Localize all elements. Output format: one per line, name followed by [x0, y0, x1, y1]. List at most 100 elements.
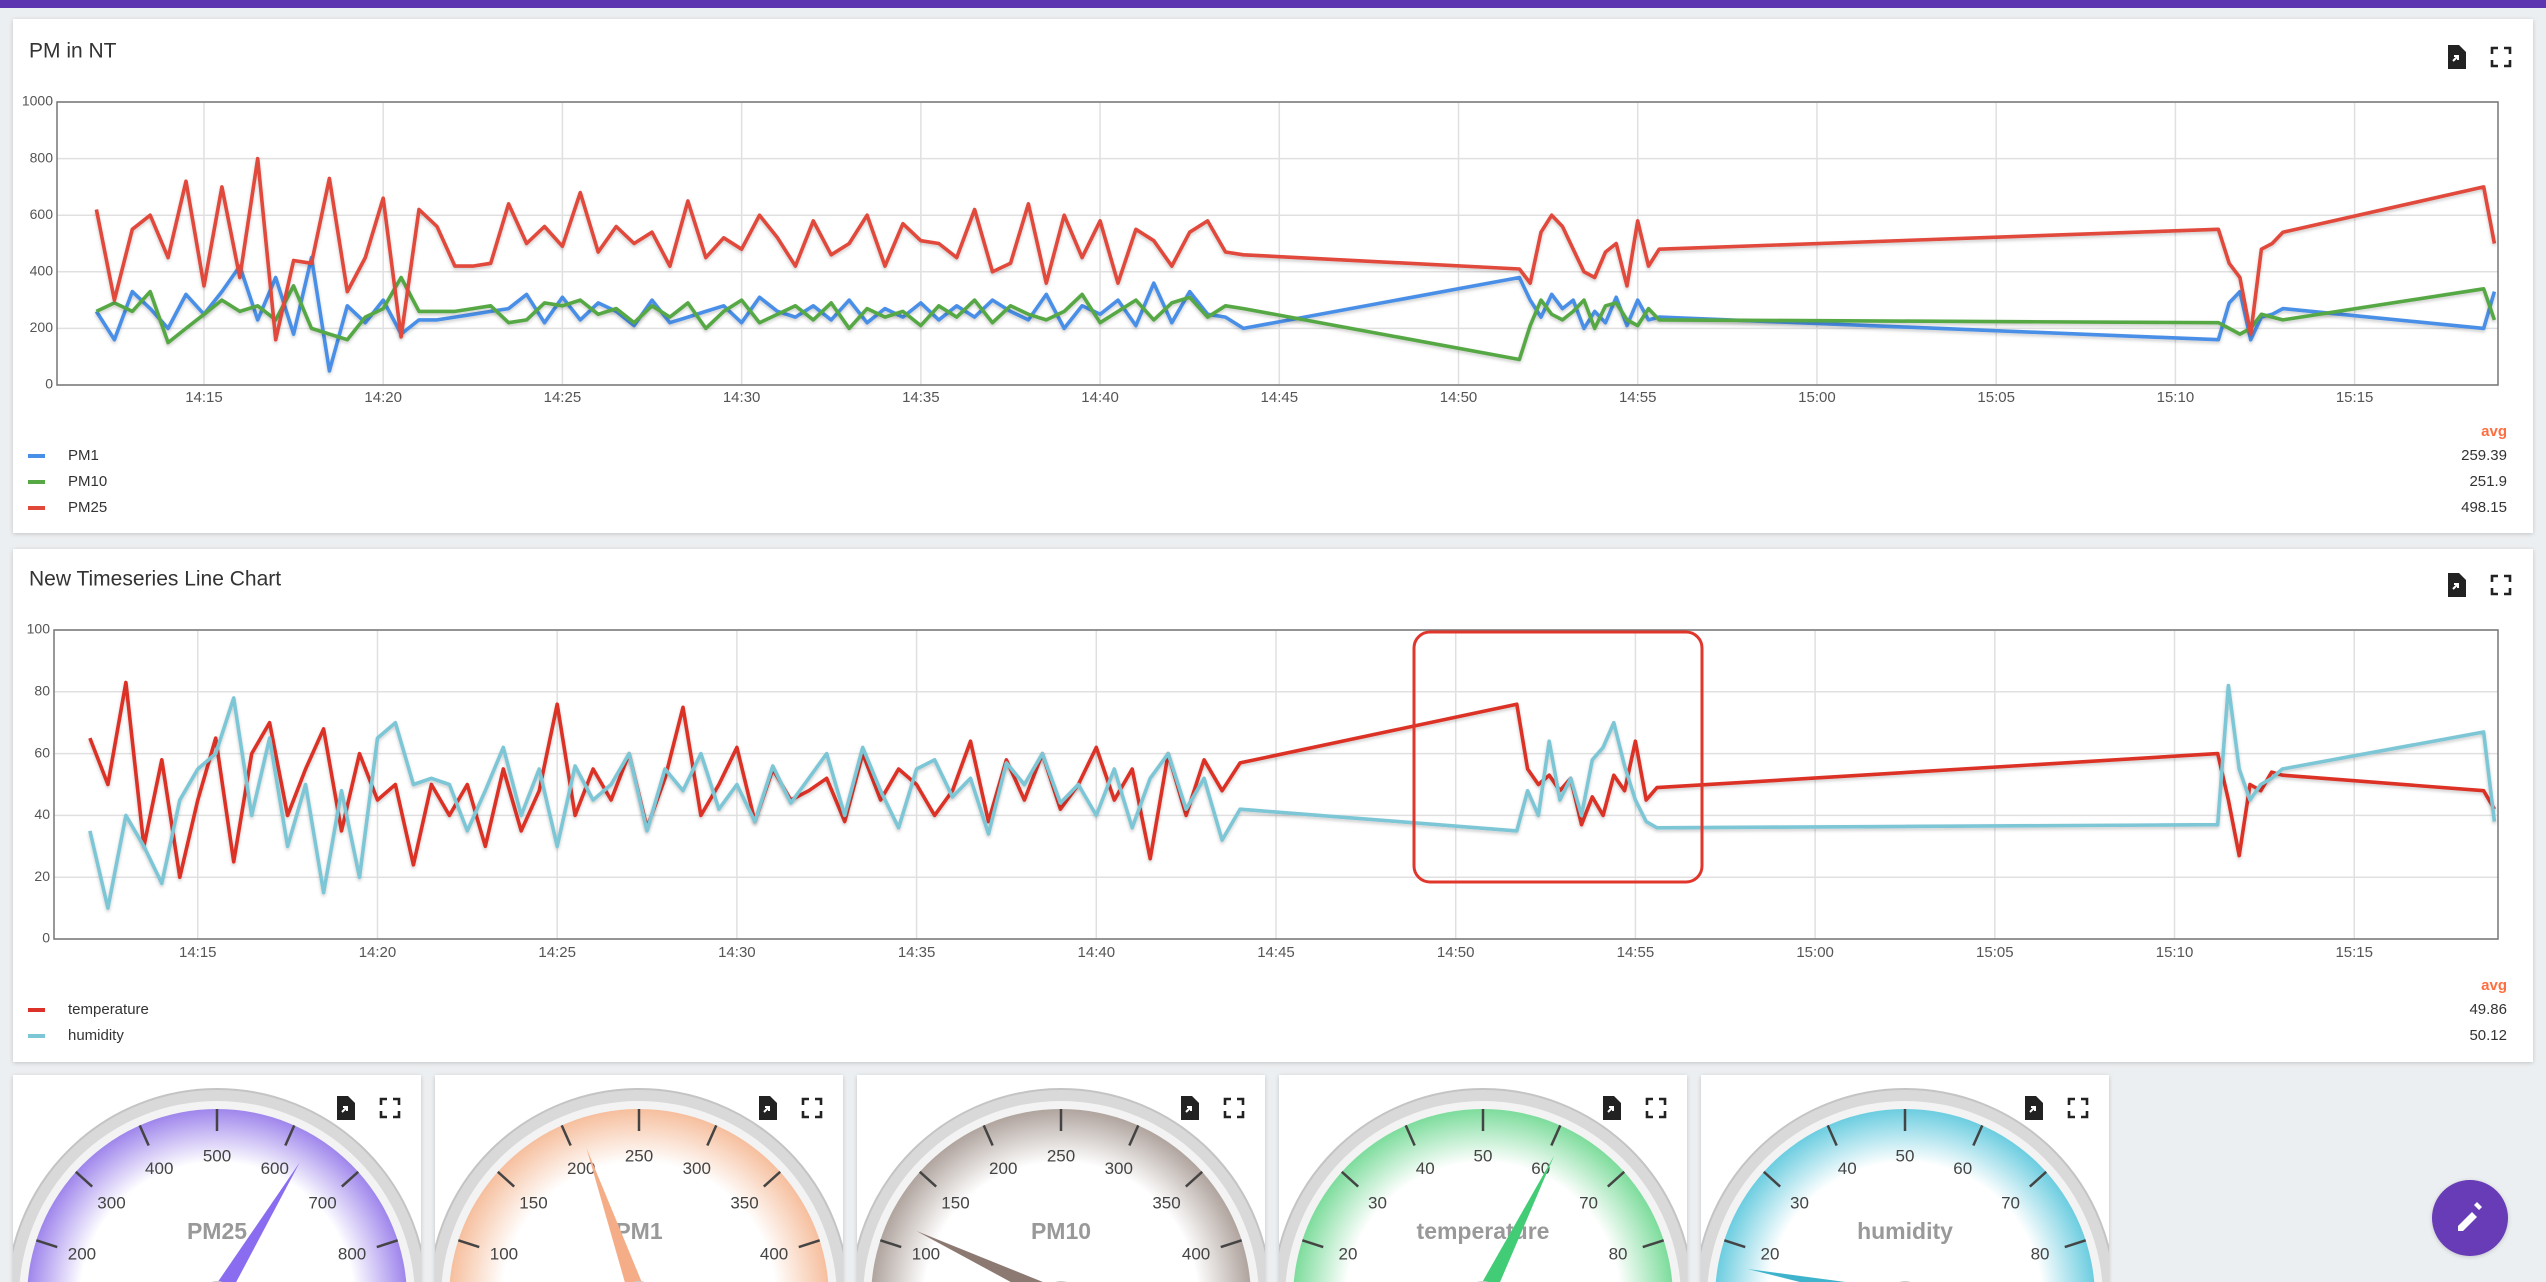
x-tick-label: 14:40: [1081, 389, 1119, 406]
y-tick-label: 200: [30, 319, 54, 335]
legend-label[interactable]: PM1: [68, 447, 99, 464]
gauge-tick-label: 350: [730, 1193, 758, 1212]
export-button[interactable]: [1181, 1096, 1199, 1120]
fullscreen-icon: [379, 1097, 401, 1119]
legend-label[interactable]: PM10: [68, 473, 107, 490]
gauge-tick-label: 80: [1609, 1245, 1628, 1264]
legend-label[interactable]: humidity: [68, 1027, 124, 1044]
y-tick-label: 0: [42, 930, 50, 946]
legend-avg: 50.12: [2469, 1027, 2507, 1044]
gauge-tick: [376, 1239, 399, 1249]
gauge-tick-label: 40: [1838, 1159, 1857, 1178]
gauge-tick: [1404, 1124, 1416, 1147]
export-button[interactable]: [2448, 45, 2466, 69]
legend-label[interactable]: PM25: [68, 499, 107, 516]
x-tick-label: 14:35: [898, 944, 936, 961]
edit-button[interactable]: [2432, 1180, 2508, 1256]
fullscreen-icon: [2490, 574, 2512, 596]
gauge-tick-label: 150: [519, 1193, 547, 1212]
gauge-tick-label: 300: [1105, 1159, 1133, 1178]
export-button[interactable]: [337, 1096, 355, 1120]
gauge-tick-label: 70: [2001, 1193, 2020, 1212]
gauge-tick-label: 400: [1182, 1245, 1210, 1264]
fullscreen-button[interactable]: [2067, 1097, 2089, 1119]
y-tick-label: 400: [30, 263, 54, 279]
gauge-tick: [1762, 1170, 1781, 1188]
gauge-tick: [74, 1170, 93, 1188]
fullscreen-button[interactable]: [1645, 1097, 1667, 1119]
gauge-tick-label: 60: [1953, 1159, 1972, 1178]
gauge-tick-label: 20: [1338, 1245, 1357, 1264]
fullscreen-button[interactable]: [801, 1097, 823, 1119]
legend-header: avg: [2481, 423, 2507, 440]
legend-header: avg: [2481, 977, 2507, 994]
x-tick-label: 14:55: [1619, 389, 1657, 406]
x-tick-label: 15:00: [1796, 944, 1834, 961]
widget-panel: [13, 19, 2533, 533]
y-tick-label: 60: [34, 744, 50, 760]
gauge-needle: [1482, 1155, 1555, 1282]
gauge-tick: [35, 1239, 58, 1249]
gauge-tick: [706, 1124, 718, 1147]
export-icon-arrow: [763, 1106, 770, 1113]
y-tick-label: 0: [45, 376, 53, 392]
gauge-tick: [2064, 1239, 2087, 1249]
top-bar: [0, 0, 2546, 8]
widget-panel: [13, 549, 2533, 1062]
series-line: [95, 275, 2497, 362]
x-tick-label: 14:30: [718, 944, 756, 961]
export-button[interactable]: [2025, 1096, 2043, 1120]
gauge-face: [449, 1109, 829, 1282]
gauge-tick: [1550, 1124, 1562, 1147]
export-button[interactable]: [759, 1096, 777, 1120]
legend-label[interactable]: temperature: [68, 1001, 149, 1018]
gauge-tick-label: 400: [145, 1159, 173, 1178]
y-tick-label: 80: [34, 683, 50, 699]
x-tick-label: 15:10: [2156, 944, 2194, 961]
fullscreen-icon: [2490, 46, 2512, 68]
gauge-tick-label: 80: [2031, 1245, 2050, 1264]
gauge-tick: [982, 1124, 994, 1147]
gauge-face: [27, 1109, 407, 1282]
gauge-tick: [918, 1170, 937, 1188]
export-button[interactable]: [2448, 573, 2466, 597]
gauge-tick-label: 350: [1152, 1193, 1180, 1212]
x-tick-label: 14:30: [723, 389, 761, 406]
fullscreen-icon: [801, 1097, 823, 1119]
gauge-tick-label: 600: [261, 1159, 289, 1178]
export-button[interactable]: [1603, 1096, 1621, 1120]
fullscreen-button[interactable]: [1223, 1097, 1245, 1119]
gauge-tick: [1128, 1124, 1140, 1147]
gauge-tick: [1642, 1239, 1665, 1249]
widget-title: New Timeseries Line Chart: [29, 568, 281, 591]
x-tick-label: 14:20: [364, 389, 402, 406]
widget-title: PM in NT: [29, 40, 117, 63]
gauge-face: [1293, 1109, 1673, 1282]
gauge-tick-label: 150: [941, 1193, 969, 1212]
x-tick-label: 14:25: [544, 389, 582, 406]
gauge-needle: [1747, 1269, 1846, 1282]
gauge-tick: [1607, 1170, 1626, 1188]
x-tick-label: 14:35: [902, 389, 940, 406]
edit-icon[interactable]: [2458, 1202, 2482, 1231]
gauge: 200 300 400 500 600 700 800 PM25: [13, 1088, 421, 1282]
x-tick-label: 14:50: [1440, 389, 1478, 406]
legend-avg: 251.9: [2469, 473, 2507, 490]
x-tick-label: 15:15: [2336, 389, 2374, 406]
export-icon-arrow: [2452, 55, 2459, 62]
fullscreen-button[interactable]: [2490, 46, 2512, 68]
gauge-tick: [1723, 1239, 1746, 1249]
gauge-tick-label: 250: [625, 1146, 653, 1165]
plot-border: [53, 629, 2499, 940]
fullscreen-button[interactable]: [379, 1097, 401, 1119]
fullscreen-button[interactable]: [2490, 574, 2512, 596]
x-tick-label: 15:15: [2335, 944, 2373, 961]
gauge-tick: [879, 1239, 902, 1249]
fullscreen-icon: [1223, 1097, 1245, 1119]
gauge-tick: [798, 1239, 821, 1249]
gauge-tick-label: 40: [1416, 1159, 1435, 1178]
x-tick-label: 14:40: [1078, 944, 1116, 961]
gauge-needle: [217, 1162, 300, 1282]
